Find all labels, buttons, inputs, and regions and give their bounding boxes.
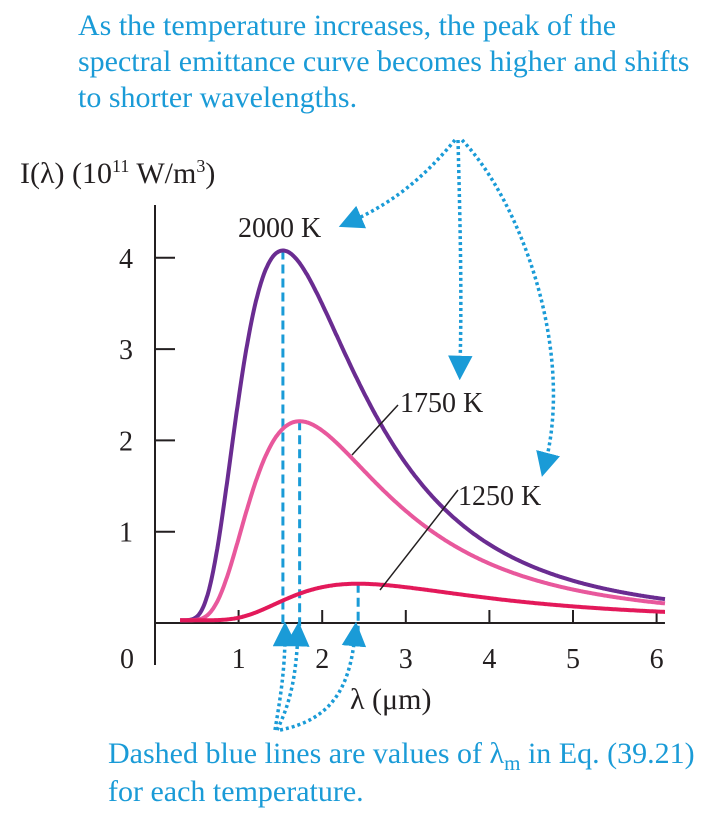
y-tick-label-1: 1 — [119, 518, 133, 549]
label-leader-1250k — [379, 489, 459, 591]
y-label-unit: W/m — [129, 157, 197, 190]
x-tick-label-1: 1 — [232, 644, 246, 675]
top-arrow-3 — [460, 138, 560, 477]
bottom-note-sub: m — [504, 751, 521, 775]
y-axis-label: I(λ) (1011 W/m3) — [20, 156, 215, 191]
y-tick-label-4: 4 — [119, 244, 133, 275]
y-tick-label-2: 2 — [119, 426, 133, 457]
bottom-arrow-2 — [275, 621, 310, 731]
y-tick-label-3: 3 — [119, 335, 133, 366]
bottom-annotation: Dashed blue lines are values of λm in Eq… — [108, 736, 708, 810]
axes: 1 2 3 4 1 2 3 4 5 6 0 — [119, 205, 665, 675]
bottom-arrow-3 — [279, 621, 367, 732]
x-axis-label: λ (μm) — [350, 683, 432, 716]
x-tick-label-2: 2 — [315, 644, 329, 675]
x-tick-label-4: 4 — [482, 644, 496, 675]
label-leader-1750k — [351, 404, 399, 456]
emittance-curves — [180, 248, 666, 623]
label-2000k: 2000 K — [238, 213, 321, 244]
peak-dashed-lines — [281, 250, 360, 636]
y-label-unit-exp: 3 — [196, 156, 206, 176]
top-arrow-2 — [448, 139, 473, 381]
curve-2000k — [180, 248, 666, 623]
curve-labels: 2000 K 1750 K 1250 K — [238, 213, 541, 591]
bottom-note-suffix: in Eq. (39.21) for each temperature. — [108, 737, 695, 808]
x-tick-label-6: 6 — [650, 644, 664, 675]
top-annotation: As the temperature increases, the peak o… — [78, 9, 690, 114]
curve-1750k — [180, 419, 666, 623]
y-label-exp: 11 — [112, 156, 130, 176]
bottom-note-prefix: Dashed blue lines are values of λ — [108, 737, 505, 770]
y-label-close: ) — [205, 157, 216, 190]
bottom-arrow-1 — [272, 621, 298, 731]
annotation-arrows — [272, 138, 560, 732]
y-label-main: I(λ) (10 — [20, 157, 113, 190]
label-1250k: 1250 K — [458, 481, 541, 512]
x-tick-label-5: 5 — [566, 644, 580, 675]
top-arrow-1 — [338, 138, 457, 229]
x-tick-label-3: 3 — [399, 644, 413, 675]
label-1750k: 1750 K — [400, 388, 483, 419]
curve-1250k — [180, 581, 665, 623]
origin-label: 0 — [120, 644, 134, 675]
